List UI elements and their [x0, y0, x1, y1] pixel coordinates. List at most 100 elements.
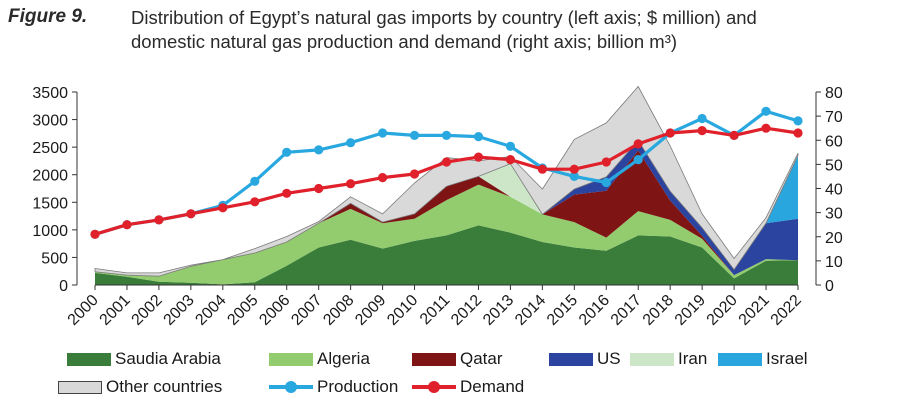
x-tick-label: 2013: [480, 292, 517, 329]
point-demand-2012: [473, 152, 484, 162]
legend-item-us: US: [549, 349, 621, 369]
y-left-tick-label: 2500: [32, 140, 68, 157]
legend-item-algeria: Algeria: [269, 349, 370, 369]
x-tick-label: 2014: [512, 292, 549, 329]
point-production-2013: [505, 141, 515, 151]
legend-label-other-countries: Other countries: [106, 377, 223, 396]
point-demand-2015: [569, 164, 579, 174]
legend-label-iran: Iran: [678, 349, 708, 368]
y-right-tick-label: 30: [825, 206, 843, 223]
point-demand-2011: [441, 157, 452, 167]
point-demand-2014: [537, 164, 548, 174]
point-demand-2009: [378, 173, 388, 183]
y-left-tick-label: 3000: [32, 113, 68, 130]
point-demand-2019: [697, 126, 707, 136]
point-production-2005: [250, 176, 260, 186]
legend-swatch-iran: [630, 352, 674, 366]
area-us: [95, 140, 798, 277]
y-right-tick-label: 40: [825, 182, 843, 199]
legend-swatch-saudia-arabia: [67, 352, 111, 366]
y-right-tick-label: 60: [825, 133, 843, 150]
legend-item-demand: Demand: [412, 377, 524, 397]
point-demand-2021: [761, 123, 771, 133]
x-tick-label: 2007: [288, 292, 325, 329]
y-left-tick-label: 0: [59, 278, 68, 295]
point-demand-2016: [601, 157, 611, 167]
x-tick-label: 2001: [97, 292, 134, 329]
legend-item-saudia-arabia: Saudia Arabia: [67, 349, 221, 369]
figure-label: Figure 9.: [8, 6, 88, 27]
y-right-tick-label: 80: [825, 85, 843, 102]
legend-swatch-us: [549, 352, 593, 366]
legend-line-production: [269, 380, 313, 394]
legend-swatch-qatar: [412, 352, 456, 366]
point-production-2015: [569, 171, 579, 181]
x-tick-label: 2018: [640, 292, 677, 329]
point-demand-2017: [633, 139, 643, 149]
point-production-2008: [346, 138, 356, 148]
area-algeria: [95, 184, 798, 285]
area-qatar: [95, 150, 798, 277]
point-demand-2022: [793, 128, 803, 138]
point-demand-2004: [218, 203, 228, 213]
x-tick-label: 2022: [768, 292, 805, 329]
legend-item-production: Production: [269, 377, 398, 397]
point-demand-2000: [90, 229, 100, 239]
point-demand-2020: [729, 130, 739, 140]
point-production-2009: [378, 128, 388, 138]
legend-item-israel: Israel: [718, 349, 808, 369]
point-demand-2018: [665, 128, 675, 138]
x-tick-label: 2015: [544, 292, 581, 329]
point-demand-2010: [409, 169, 420, 179]
point-demand-2003: [186, 209, 196, 219]
point-demand-2002: [154, 215, 164, 225]
legend-label-saudia-arabia: Saudia Arabia: [115, 349, 221, 368]
legend-item-other-countries: Other countries: [58, 377, 222, 397]
x-tick-label: 2011: [417, 292, 453, 328]
point-demand-2005: [250, 197, 260, 207]
chart-title-line-2: domestic natural gas production and dema…: [131, 31, 678, 52]
y-left-tick-label: 2000: [32, 168, 68, 185]
point-production-2007: [314, 145, 324, 155]
y-right-tick-label: 70: [825, 109, 843, 126]
point-demand-2001: [122, 220, 132, 230]
point-production-2011: [441, 130, 452, 140]
chart-title: Distribution of Egypt’s natural gas impo…: [131, 6, 891, 54]
point-production-2019: [697, 113, 707, 124]
point-demand-2006: [282, 188, 292, 198]
x-tick-label: 2005: [224, 292, 261, 329]
x-tick-label: 2000: [65, 292, 102, 329]
point-production-2022: [793, 116, 803, 126]
legend-line-demand: [412, 380, 456, 394]
y-right-tick-label: 0: [825, 278, 834, 295]
legend-label-algeria: Algeria: [317, 349, 370, 368]
point-demand-2008: [346, 179, 356, 189]
point-production-2021: [761, 106, 771, 116]
legend-swatch-other-countries: [58, 380, 102, 394]
x-tick-label: 2020: [704, 292, 741, 329]
x-tick-label: 2019: [672, 292, 709, 329]
legend-swatch-algeria: [269, 352, 313, 366]
legend-label-israel: Israel: [766, 349, 808, 368]
x-tick-label: 2006: [256, 292, 293, 329]
y-left-tick-label: 500: [41, 250, 68, 267]
x-tick-label: 2002: [129, 292, 166, 329]
y-left-tick-label: 1500: [32, 195, 68, 212]
y-right-tick-label: 10: [825, 254, 843, 271]
legend-label-qatar: Qatar: [460, 349, 503, 368]
x-tick-label: 2012: [448, 292, 485, 329]
x-tick-label: 2009: [352, 292, 389, 329]
area-saudia-arabia: [95, 225, 798, 285]
point-production-2016: [601, 177, 611, 188]
x-tick-label: 2017: [608, 292, 645, 329]
x-tick-label: 2003: [161, 292, 198, 329]
legend-label-demand: Demand: [460, 377, 525, 396]
x-tick-label: 2010: [384, 292, 421, 329]
x-tick-label: 2004: [192, 292, 229, 329]
point-production-2006: [282, 147, 292, 157]
y-left-tick-label: 1000: [32, 223, 68, 240]
point-demand-2013: [505, 155, 515, 165]
y-right-tick-label: 50: [825, 157, 843, 174]
legend-item-qatar: Qatar: [412, 349, 503, 369]
legend-label-production: Production: [317, 377, 399, 396]
